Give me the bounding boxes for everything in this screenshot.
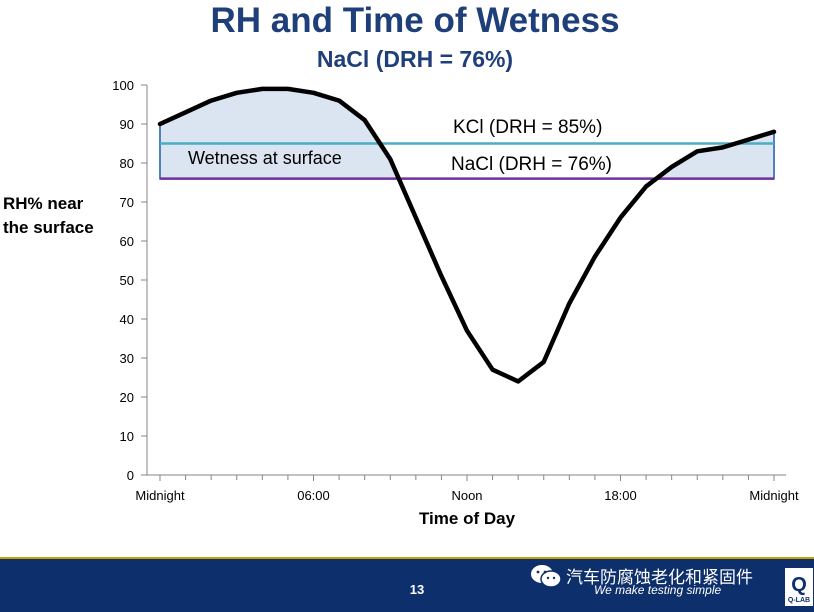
- y-tick-label-50: 50: [120, 273, 134, 288]
- tagline: We make testing simple: [594, 583, 722, 597]
- q-lab-logo: Q Q-LAB: [785, 568, 813, 606]
- y-tick-label-40: 40: [120, 312, 134, 327]
- x-tick-label-5: Midnight: [749, 488, 799, 503]
- wechat-icon: [531, 565, 562, 588]
- footer-accent-line: [0, 557, 814, 559]
- y-axis-label-line1: RH% near: [3, 194, 84, 213]
- y-tick-label-60: 60: [120, 234, 134, 249]
- annotation-wetness-at-surface: Wetness at surface: [188, 148, 342, 168]
- svg-text:Q-LAB: Q-LAB: [788, 597, 810, 604]
- reference-line-label-2: NaCl (DRH = 76%): [451, 154, 612, 175]
- y-tick-label-30: 30: [120, 351, 134, 366]
- page-number: 13: [409, 582, 425, 597]
- y-tick-label-100: 100: [112, 78, 134, 93]
- y-tick-label-70: 70: [120, 195, 134, 210]
- chart-subtitle: NaCl (DRH = 76%): [316, 46, 514, 72]
- y-tick-label-80: 80: [120, 156, 134, 171]
- chart-title: RH and Time of Wetness: [210, 1, 620, 40]
- x-tick-label-3: Noon: [451, 488, 482, 503]
- axes: [141, 84, 786, 481]
- y-axis-label: RH% near the surface: [3, 192, 113, 240]
- chart-labels: KCl (DRH = 85%) NaCl (DRH = 76%) Wetness a…: [112, 78, 799, 528]
- y-tick-label-10: 10: [120, 429, 134, 444]
- y-axis-label-line2: the surface: [3, 218, 94, 237]
- x-tick-label-1: Midnight: [135, 488, 185, 503]
- x-axis-label: Time of Day: [419, 509, 516, 528]
- reference-lines: [160, 142, 774, 180]
- x-tick-label-4: 18:00: [604, 488, 637, 503]
- svg-text:Q: Q: [791, 574, 807, 596]
- series-line: [157, 86, 777, 384]
- rh-series-line: [157, 86, 777, 384]
- wechat-account-name: 汽车防腐蚀老化和紧固件: [566, 568, 753, 588]
- y-tick-label-20: 20: [120, 390, 134, 405]
- footer-bar: [0, 557, 814, 612]
- x-tick-label-2: 06:00: [297, 488, 330, 503]
- y-tick-label-0: 0: [127, 468, 134, 483]
- y-tick-label-90: 90: [120, 117, 134, 132]
- rh-chart: KCl (DRH = 85%) NaCl (DRH = 76%) Wetness a…: [112, 78, 799, 528]
- reference-line-label-1: KCl (DRH = 85%): [453, 117, 602, 138]
